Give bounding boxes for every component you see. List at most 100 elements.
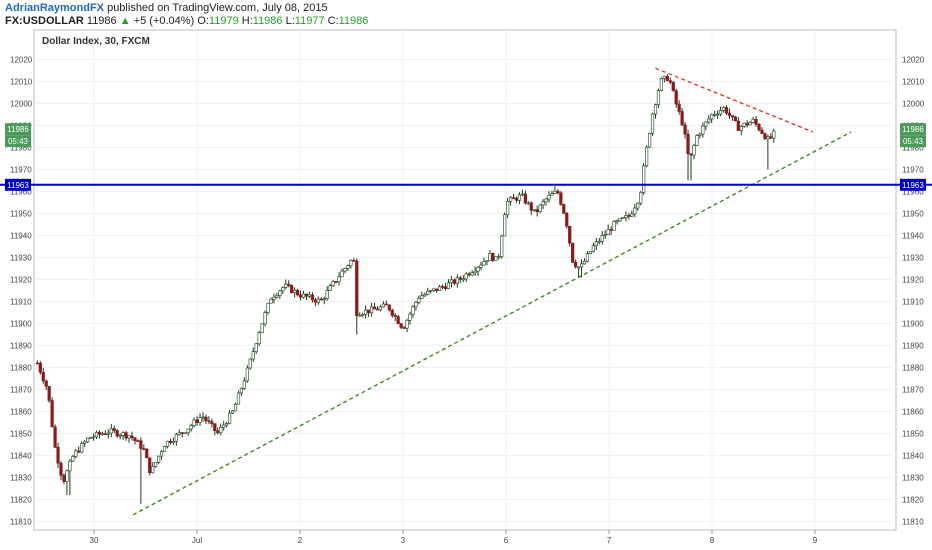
y-tick-label-left: 11910 — [10, 297, 32, 306]
candle-body — [222, 424, 226, 428]
candle-body — [437, 286, 442, 291]
candle-body — [656, 90, 661, 106]
candle-body — [50, 400, 54, 428]
candle-body — [331, 281, 335, 287]
candle-body — [411, 306, 415, 315]
candle-body — [710, 114, 714, 120]
candle-body — [686, 133, 690, 154]
candle-body — [313, 299, 317, 303]
candle-body — [440, 286, 445, 288]
y-tick-label-left: 11860 — [10, 407, 32, 416]
x-tick-label: 2 — [298, 536, 303, 545]
candle-body — [565, 213, 569, 227]
candle-body — [230, 410, 235, 414]
high-label: H: — [241, 15, 253, 27]
y-tick-label-left: 11830 — [10, 473, 32, 482]
candle-body — [470, 272, 474, 276]
candle-body — [260, 323, 264, 334]
candle-body — [458, 277, 462, 280]
candle-body — [716, 113, 720, 116]
candle-body — [372, 306, 377, 310]
candle-body — [130, 435, 134, 439]
candle-body — [745, 122, 749, 126]
high-value: 11986 — [252, 15, 283, 27]
y-tick-label-right: 12020 — [902, 55, 925, 64]
candle-body — [115, 430, 119, 437]
candle-body — [485, 260, 489, 263]
candle-body — [730, 115, 734, 118]
y-tick-label-left: 11840 — [10, 451, 32, 460]
x-tick-label: Jul — [192, 536, 202, 545]
countdown-tag-right-bg — [900, 135, 926, 148]
candle-body — [464, 273, 468, 280]
candle-body — [399, 323, 403, 328]
candle-body — [325, 290, 329, 300]
candle-body — [378, 306, 383, 311]
candle-body — [216, 430, 220, 434]
candle-body — [766, 136, 770, 140]
last-price-tag-left: 11986 — [7, 125, 29, 134]
y-tick-label-left: 11810 — [10, 517, 32, 526]
candle-body — [494, 256, 498, 261]
candle-body — [479, 264, 483, 268]
trendlines — [132, 67, 852, 516]
candle-body — [609, 229, 613, 231]
candle-body — [121, 432, 125, 436]
low-value: 11977 — [294, 15, 325, 27]
candle-body — [361, 313, 365, 316]
candle-body — [53, 426, 57, 448]
y-tick-label-left: 11960 — [10, 187, 32, 196]
author-link[interactable]: AdrianRaymondFX — [5, 2, 105, 14]
hline-tag-right-bg — [900, 178, 926, 191]
candle-body — [582, 260, 587, 265]
y-tick-label-right: 11820 — [902, 495, 924, 504]
candle-body — [148, 457, 152, 474]
countdown-tag-left-bg — [5, 135, 31, 148]
candle-body — [74, 450, 78, 457]
candle-body — [473, 270, 477, 274]
y-tick-label-right: 11890 — [902, 341, 924, 350]
candle-body — [568, 225, 572, 244]
resistance-trendline — [655, 67, 814, 133]
candle-body — [742, 122, 746, 127]
y-tick-label-right: 11920 — [902, 275, 924, 284]
candle-body — [225, 423, 229, 426]
candle-body — [269, 298, 273, 304]
candle-body — [576, 266, 581, 269]
candle-body — [402, 327, 406, 329]
candle-body — [387, 304, 391, 311]
candle-body — [145, 448, 149, 459]
y-tick-label-left: 11920 — [10, 275, 32, 284]
y-tick-label-right: 11980 — [902, 143, 924, 152]
last-price: 11986 — [86, 15, 117, 27]
candle-body — [757, 123, 761, 131]
candle-body — [322, 298, 326, 301]
candle-body — [316, 298, 320, 303]
y-tick-label-left: 12000 — [10, 99, 33, 108]
candle-body — [653, 104, 658, 115]
candle-body — [727, 112, 732, 116]
candle-body — [446, 282, 451, 289]
y-tick-label-left: 12010 — [10, 77, 33, 86]
candle-body — [718, 110, 723, 115]
support-trendline — [132, 131, 852, 516]
y-tick-label-right: 11860 — [902, 407, 924, 416]
candle-body — [603, 234, 607, 236]
candle-body — [62, 475, 66, 482]
y-tick-label-right: 11950 — [902, 209, 924, 218]
candle-body — [154, 462, 158, 467]
candle-body — [591, 245, 595, 252]
countdown-tag-right: 05:43 — [903, 137, 924, 146]
candle-body — [754, 118, 758, 125]
candle-body — [547, 194, 551, 200]
candle-body — [165, 440, 170, 447]
candle-body — [414, 301, 418, 308]
candle-body — [695, 135, 699, 146]
candle-body — [769, 136, 773, 139]
candle-body — [423, 294, 427, 297]
candle-body — [248, 358, 252, 369]
candle-body — [556, 190, 560, 194]
candle-body — [704, 121, 708, 127]
hline-tag-right: 11963 — [902, 181, 924, 190]
